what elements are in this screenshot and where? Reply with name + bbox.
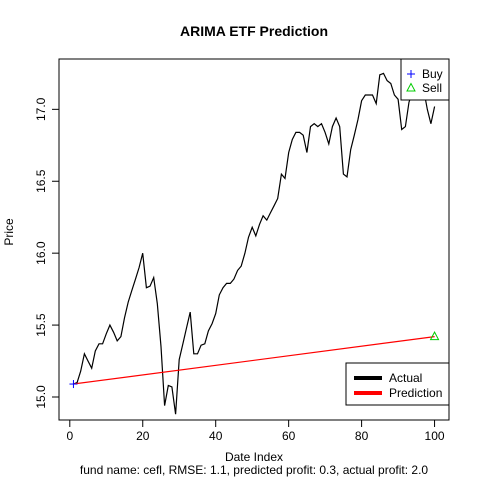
marker-layer: [69, 331, 440, 389]
y-tick-label: 16.5: [34, 169, 48, 193]
series-line-prediction: [73, 336, 435, 385]
series-layer: [73, 72, 436, 415]
legend-box: [400, 58, 450, 101]
x-tick-label: 0: [66, 429, 73, 443]
legend-key-buy: [407, 70, 415, 78]
y-tick-label: 15.5: [34, 313, 48, 337]
series-line-actual: [73, 72, 436, 415]
chart-title: ARIMA ETF Prediction: [180, 23, 328, 39]
legend-key-sell: [406, 82, 416, 92]
legend-label-sell: Sell: [422, 81, 442, 95]
legend-box: [345, 362, 450, 406]
x-axis-label: Date Index: [225, 450, 283, 464]
x-tick-label: 100: [425, 429, 445, 443]
y-tick-label: 16.0: [34, 241, 48, 265]
chart-subtitle: fund name: cefl, RMSE: 1.1, predicted pr…: [80, 463, 429, 477]
y-tick-label: 15.0: [34, 385, 48, 409]
legend-label-actual: Actual: [389, 371, 422, 385]
legend-label-prediction: Prediction: [389, 386, 442, 400]
y-axis: 15.0 15.5 16.0 16.5 17.0: [34, 97, 60, 409]
x-tick-label: 60: [282, 429, 296, 443]
x-tick-label: 40: [209, 429, 223, 443]
marker-buy: [69, 380, 78, 389]
y-axis-label: Price: [2, 218, 16, 246]
y-tick-label: 17.0: [34, 97, 48, 121]
x-axis: 0 20 40 60 80 100: [66, 419, 445, 443]
legend-label-buy: Buy: [422, 67, 443, 81]
x-tick-label: 80: [355, 429, 369, 443]
x-tick-label: 20: [136, 429, 150, 443]
marker-sell: [429, 331, 440, 341]
